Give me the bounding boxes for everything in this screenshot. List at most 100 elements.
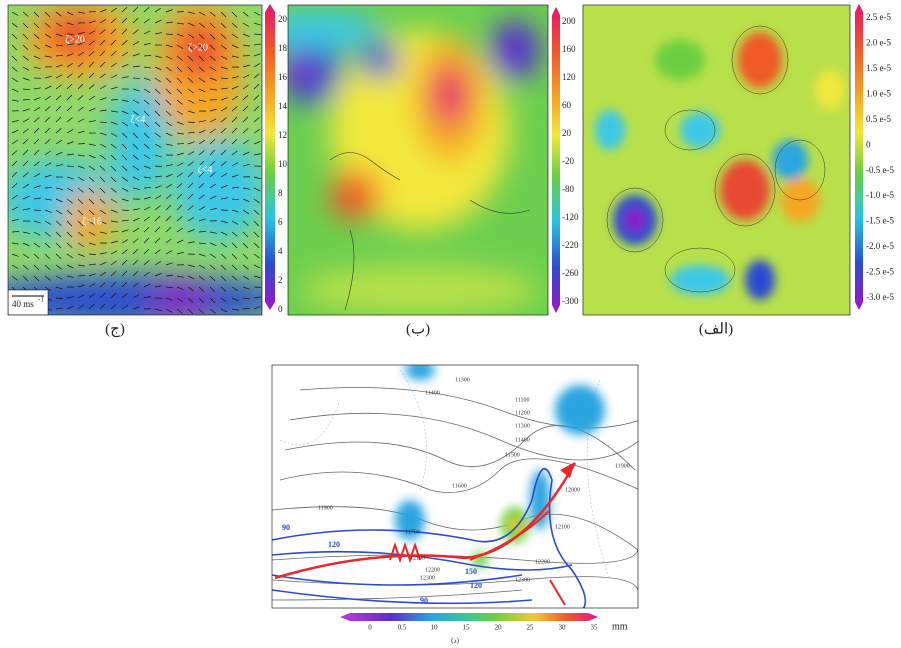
wind-arrow xyxy=(132,294,140,299)
wind-arrow xyxy=(154,165,163,167)
contour-label: 11700 xyxy=(405,529,420,535)
wind-arrow xyxy=(165,9,173,13)
colorbar-label: -2.0 e-5 xyxy=(866,241,894,251)
wind-arrow xyxy=(77,95,84,101)
wind-arrow xyxy=(154,185,162,189)
wind-arrow xyxy=(198,286,205,293)
colorbar-label: -0.5 e-5 xyxy=(866,165,894,175)
wind-arrow xyxy=(220,308,228,313)
wind-arrow xyxy=(33,22,40,29)
wind-arrow xyxy=(242,33,250,37)
wind-arrow xyxy=(99,50,106,57)
wind-arrow xyxy=(55,307,63,310)
wind-arrow xyxy=(231,186,239,189)
wind-arrow xyxy=(231,297,239,302)
wind-arrow xyxy=(110,154,117,161)
wind-arrow xyxy=(99,282,106,288)
wind-arrow xyxy=(110,110,118,113)
wind-arrow xyxy=(99,9,107,13)
colorbar-label: 120 xyxy=(562,72,576,82)
wind-arrow xyxy=(154,32,162,35)
wind-arrow xyxy=(176,33,184,37)
wind-arrow xyxy=(99,85,107,90)
wind-arrow xyxy=(242,253,249,260)
colorbar-label: 20 xyxy=(278,14,288,24)
wind-arrow xyxy=(66,83,73,90)
wind-arrow xyxy=(198,88,206,93)
wind-arrow xyxy=(33,127,40,134)
wind-arrow xyxy=(187,182,194,189)
wind-arrow xyxy=(11,88,19,93)
wind-arrow xyxy=(22,55,29,61)
wind-arrow xyxy=(22,264,29,270)
contour-label: 12100 xyxy=(555,524,570,530)
wind-arrow xyxy=(198,253,206,257)
wind-arrow xyxy=(77,231,84,237)
wind-arrow xyxy=(66,275,74,278)
wind-arrow xyxy=(154,154,162,158)
wind-arrow xyxy=(209,66,217,71)
wind-arrow xyxy=(110,121,118,125)
wind-arrow xyxy=(231,44,239,49)
wind-arrow xyxy=(198,139,206,145)
wind-arrow xyxy=(165,274,173,277)
contour-label: 12000 xyxy=(565,487,580,493)
jet-label: 120 xyxy=(328,540,340,549)
contour-label: 12300 xyxy=(515,577,530,583)
wind-arrow xyxy=(187,66,194,73)
wind-arrow xyxy=(143,196,151,200)
wind-arrow xyxy=(187,121,196,123)
wind-arrow xyxy=(33,107,41,112)
wind-arrow xyxy=(121,154,128,161)
wind-arrow xyxy=(55,84,62,90)
wind-arrow xyxy=(11,171,18,178)
wind-arrow xyxy=(110,28,117,35)
wind-arrow xyxy=(176,121,184,125)
wind-arrow xyxy=(88,72,95,79)
contour-label: 11300 xyxy=(455,377,470,383)
wind-arrow xyxy=(209,77,217,81)
wind-arrow xyxy=(88,253,97,255)
wind-arrow xyxy=(253,33,262,35)
colorbar-label: 18 xyxy=(278,43,288,53)
wind-arrow xyxy=(165,308,173,313)
contour-label: 11900 xyxy=(615,463,630,469)
wind-arrow xyxy=(132,217,140,222)
contour-label: 11300 xyxy=(515,423,530,429)
wind-arrow xyxy=(209,308,216,314)
wind-arrow xyxy=(121,198,129,202)
wind-arrow xyxy=(231,106,238,112)
wind-arrow xyxy=(55,275,63,280)
wind-arrow xyxy=(253,43,261,46)
wind-arrow xyxy=(132,282,139,288)
colorbar-label: 160 xyxy=(562,44,576,54)
wind-arrow xyxy=(11,11,19,16)
wind-arrow xyxy=(22,160,29,167)
wind-arrow xyxy=(143,271,150,277)
wind-arrow xyxy=(242,163,250,167)
wind-arrow xyxy=(99,19,107,24)
wind-arrow xyxy=(187,308,194,315)
wind-arrow xyxy=(154,132,161,138)
wind-arrow xyxy=(33,87,41,90)
wind-arrow xyxy=(220,44,227,50)
wind-arrow xyxy=(143,143,150,149)
wind-arrow xyxy=(253,94,260,101)
wind-arrow xyxy=(165,250,173,255)
wind-arrow xyxy=(231,198,239,201)
colorbar-label: 15 xyxy=(463,624,471,632)
wind-arrow xyxy=(55,297,64,299)
wind-arrow xyxy=(11,44,18,51)
wind-arrow xyxy=(220,264,227,271)
wind-arrow xyxy=(132,227,140,233)
colorbar-label: 2.0 e-5 xyxy=(866,38,891,48)
colorbar-label: -3.0 e-5 xyxy=(866,292,894,302)
colorbar-label: 35 xyxy=(591,624,599,632)
wind-arrow xyxy=(132,121,139,128)
wind-arrow xyxy=(66,43,74,46)
wind-arrow xyxy=(44,242,51,249)
wind-arrow xyxy=(220,161,227,167)
wind-arrow xyxy=(220,149,227,156)
wind-arrow xyxy=(121,304,129,310)
wind-arrow xyxy=(55,33,63,37)
